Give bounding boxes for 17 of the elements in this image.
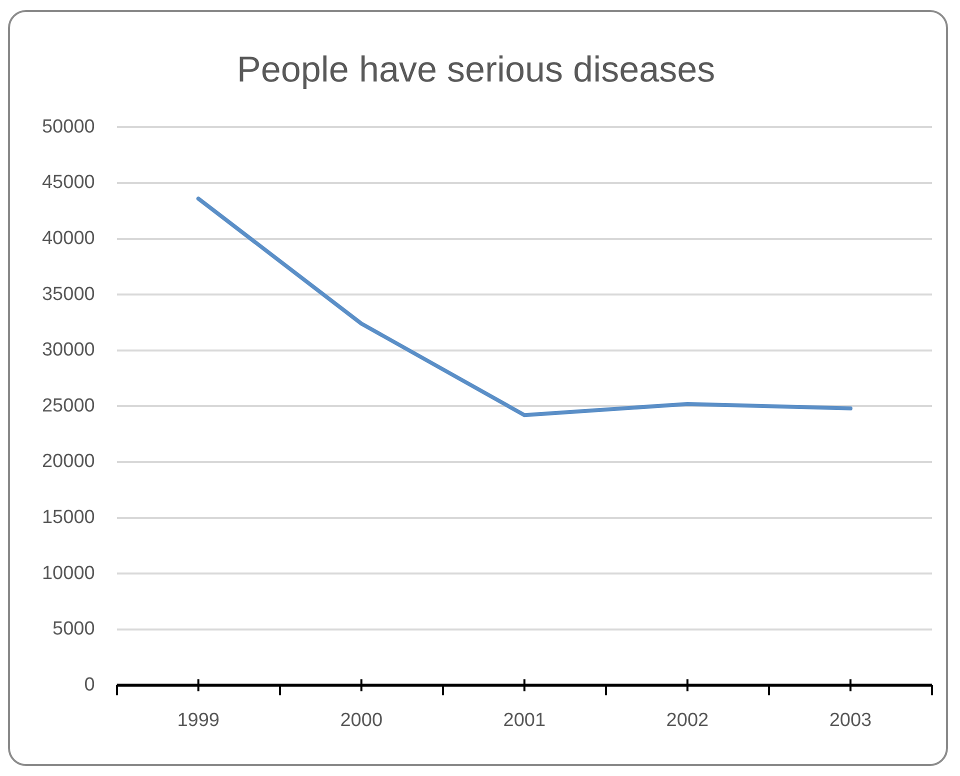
y-tick-label: 20000 bbox=[42, 451, 95, 472]
y-tick-label: 40000 bbox=[42, 228, 95, 250]
y-tick-label: 10000 bbox=[42, 562, 95, 584]
y-tick-label: 35000 bbox=[42, 284, 95, 305]
y-tick-label: 15000 bbox=[42, 507, 95, 528]
x-tick-label: 2001 bbox=[503, 710, 546, 731]
y-tick-label: 5000 bbox=[52, 618, 95, 640]
x-tick-label: 2000 bbox=[340, 710, 383, 731]
y-tick-label: 50000 bbox=[42, 116, 95, 138]
y-tick-label: 25000 bbox=[42, 395, 95, 416]
chart-title: People have serious diseases bbox=[236, 48, 716, 90]
x-tick-label: 1999 bbox=[177, 710, 220, 731]
y-tick-label: 45000 bbox=[42, 172, 95, 194]
x-tick-label: 2002 bbox=[666, 710, 709, 731]
y-tick-label: 0 bbox=[84, 674, 95, 696]
x-tick-label: 2003 bbox=[829, 710, 872, 731]
y-tick-label: 30000 bbox=[42, 340, 95, 361]
